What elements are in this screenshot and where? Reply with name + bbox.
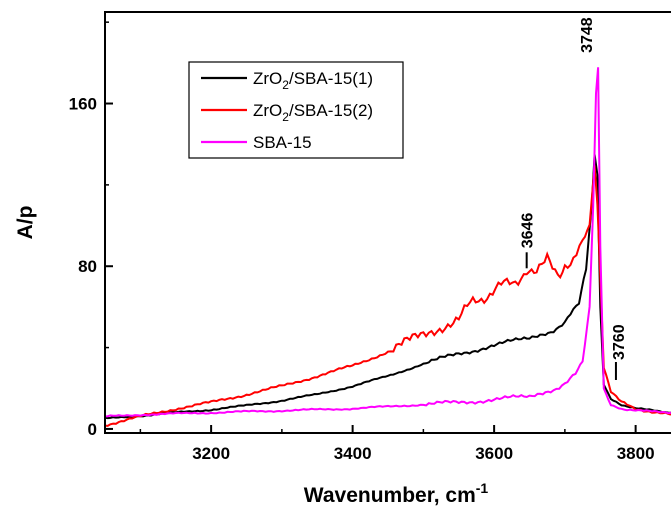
legend-label-3: SBA-15 [253,133,312,152]
plot-frame [104,11,671,434]
y-axis-title: A/p [14,206,37,240]
series-layer [105,67,671,427]
x-tick-label-3200: 3200 [192,444,230,463]
x-tick-label-3400: 3400 [334,444,372,463]
annotations-layer: 3748 3646 3760 [520,17,628,380]
axis-titles: Wavenumber, cm-1 A/p [14,206,488,507]
legend: ZrO2/SBA-15(1) ZrO2/SBA-15(2) SBA-15 [188,61,404,159]
legend-label-2: ZrO2/SBA-15(2) [253,101,373,124]
series-line-1 [105,154,671,420]
series-line-2 [105,165,671,427]
annotation-3760: 3760 [611,324,628,360]
y-tick-label-0: 0 [88,420,97,439]
annotation-3646: 3646 [520,213,537,249]
y-tick-label-160: 160 [69,95,97,114]
annotation-3748: 3748 [579,17,596,53]
series-line-3 [105,67,671,418]
x-tick-label-3800: 3800 [617,444,655,463]
y-tick-label-80: 80 [78,257,97,276]
x-axis-title: Wavenumber, cm-1 [304,480,489,507]
legend-label-1: ZrO2/SBA-15(1) [253,69,373,92]
ticks-layer: 3200 3400 3600 3800 0 80 160 [69,21,655,463]
x-tick-label-3600: 3600 [475,444,513,463]
